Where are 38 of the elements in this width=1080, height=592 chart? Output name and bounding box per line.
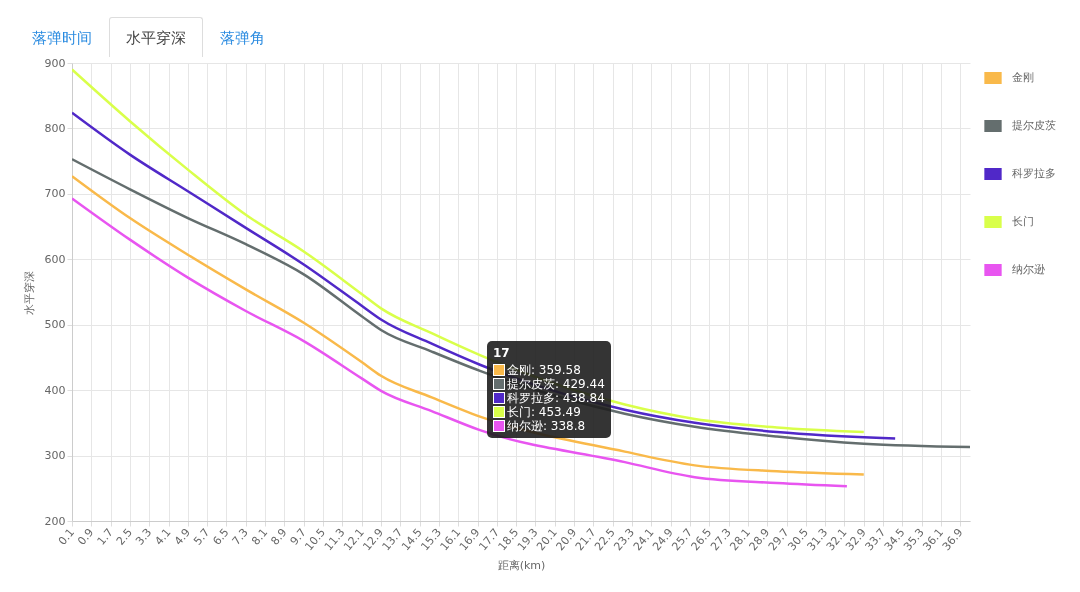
x-tick-label: 3.3: [133, 526, 155, 548]
annotation: 纳尔逊: 338.8: [506, 419, 586, 434]
x-tick-label: 1.7: [94, 526, 116, 548]
annotation: 长门: 453.49: [506, 405, 581, 420]
x-tick-label: 8.9: [268, 526, 290, 548]
x-axis-title: 距离(km): [497, 559, 546, 573]
x-tick-label: 0.1: [55, 526, 78, 548]
annotation: 提尔皮茨: 429.44: [506, 377, 605, 392]
annotation: 科罗拉多: 438.84: [506, 391, 605, 406]
x-tick-label: 4.1: [152, 526, 174, 548]
y-tick-label: 600: [44, 252, 66, 266]
line-series: [72, 157, 970, 449]
legend-label: 纳尔逊: [1012, 263, 1045, 276]
y-tick-label: 200: [44, 514, 66, 528]
y-tick-label: 300: [44, 449, 66, 463]
x-tick-label: 5.7: [191, 526, 213, 548]
line-series: [72, 111, 897, 440]
annotation: 金刚: 359.58: [506, 363, 581, 378]
y-tick-label: 700: [44, 187, 66, 201]
y-tick-label: 500: [44, 318, 66, 332]
y-tick-label: 800: [44, 121, 66, 135]
text: 水平穿深: [109, 17, 203, 57]
text: 落弹时间: [31, 28, 93, 49]
x-tick-label: 8.1: [249, 526, 271, 548]
x-tick-label: 4.9: [171, 526, 193, 548]
x-tick-label: 6.5: [210, 526, 232, 548]
x-tick-label: 2.5: [113, 526, 136, 548]
text: 落弹角: [219, 28, 266, 49]
x-tick-label: 7.3: [229, 526, 251, 548]
legend-label: 科罗拉多: [1012, 167, 1056, 180]
legend-label: 金刚: [1012, 71, 1034, 84]
x-tick-label: 0.9: [75, 526, 97, 548]
y-tick-label: 900: [44, 56, 66, 70]
y-tick-label: 400: [44, 383, 66, 397]
y-axis-title: 水平穿深: [22, 270, 36, 315]
annotation: 17: [492, 346, 511, 361]
legend-label: 长门: [1012, 215, 1034, 228]
legend-label: 提尔皮茨: [1012, 119, 1056, 132]
